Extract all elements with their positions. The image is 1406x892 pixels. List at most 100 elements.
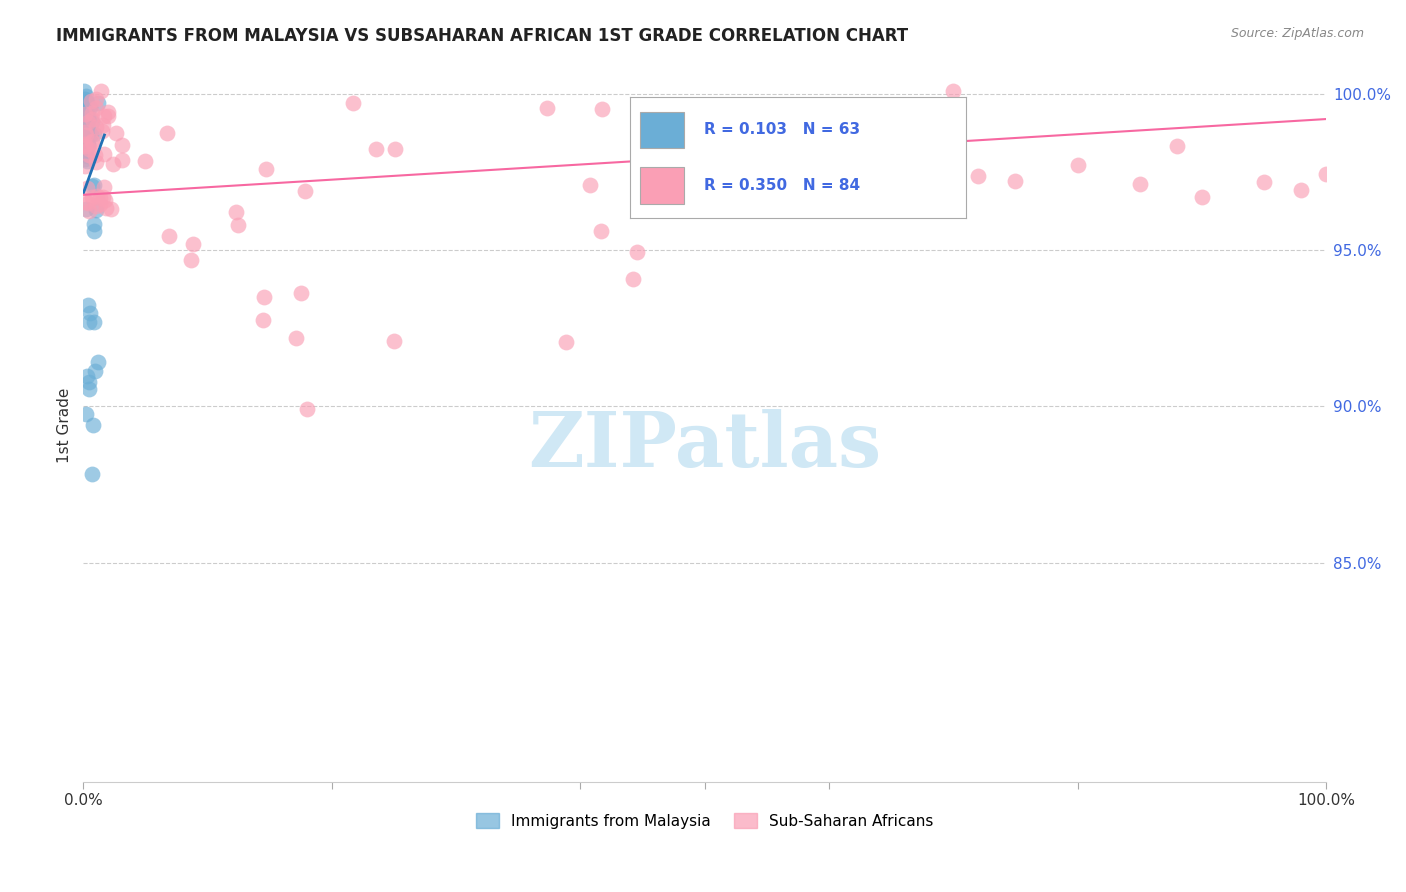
Point	[73, 152, 96, 166]
Point	[93, 109, 115, 123]
Point	[295, 402, 318, 417]
Point	[82, 135, 104, 149]
Point	[82, 106, 104, 120]
Point	[180, 253, 202, 268]
Point	[80, 136, 103, 150]
Point	[80, 190, 103, 204]
Point	[82, 178, 104, 193]
Point	[83, 178, 105, 192]
Point	[76, 154, 98, 169]
Legend: Immigrants from Malaysia, Sub-Saharan Africans: Immigrants from Malaysia, Sub-Saharan Af…	[470, 806, 939, 835]
Point	[1191, 190, 1213, 204]
Text: Source: ZipAtlas.com: Source: ZipAtlas.com	[1230, 27, 1364, 40]
Point	[284, 330, 307, 344]
Point	[83, 217, 105, 231]
Point	[1289, 183, 1312, 197]
Point	[84, 101, 107, 115]
Point	[73, 133, 96, 147]
Point	[254, 162, 277, 177]
Point	[75, 105, 97, 120]
Point	[84, 364, 107, 378]
Point	[1066, 158, 1088, 172]
Point	[91, 190, 114, 204]
Point	[80, 115, 103, 129]
Point	[73, 103, 96, 118]
Point	[382, 334, 405, 348]
Point	[967, 169, 990, 183]
Point	[225, 205, 247, 219]
Point	[73, 120, 96, 135]
Point	[579, 178, 602, 192]
Point	[77, 137, 100, 152]
Point	[156, 126, 179, 140]
Point	[73, 110, 96, 124]
Point	[75, 88, 97, 103]
Point	[76, 195, 98, 210]
Point	[75, 95, 97, 109]
Point	[75, 133, 97, 147]
Point	[342, 95, 364, 110]
Point	[83, 224, 105, 238]
Point	[80, 95, 103, 109]
Point	[252, 313, 274, 327]
Point	[73, 148, 96, 162]
Point	[77, 125, 100, 139]
Point	[80, 127, 103, 141]
Point	[228, 219, 250, 233]
Point	[84, 202, 107, 217]
Point	[77, 315, 100, 329]
Point	[384, 142, 406, 156]
Point	[75, 146, 97, 161]
Point	[84, 92, 107, 106]
Point	[97, 105, 120, 120]
Point	[80, 467, 103, 482]
Point	[880, 194, 903, 209]
Point	[73, 139, 96, 153]
Point	[73, 136, 96, 151]
Point	[75, 407, 97, 421]
Point	[626, 245, 648, 260]
Point	[84, 155, 107, 169]
Point	[75, 105, 97, 120]
Point	[76, 181, 98, 195]
Point	[73, 113, 96, 128]
Point	[75, 144, 97, 158]
Text: ZIPatlas: ZIPatlas	[529, 409, 882, 483]
Point	[1315, 167, 1337, 181]
Point	[97, 109, 120, 123]
Point	[253, 290, 276, 304]
Point	[84, 120, 107, 134]
Point	[79, 306, 101, 320]
Point	[73, 112, 96, 127]
Point	[94, 202, 117, 216]
Point	[536, 101, 558, 115]
Point	[104, 126, 127, 140]
Point	[79, 375, 101, 389]
Point	[73, 85, 96, 99]
Point	[86, 199, 108, 213]
Point	[76, 112, 98, 126]
Point	[103, 156, 125, 170]
Point	[83, 128, 105, 142]
Point	[591, 224, 613, 238]
Point	[181, 236, 204, 251]
Point	[134, 153, 156, 168]
Point	[73, 107, 96, 121]
Point	[290, 285, 312, 300]
Point	[77, 107, 100, 121]
Point	[73, 132, 96, 146]
Point	[90, 84, 112, 98]
Point	[76, 137, 98, 152]
Point	[76, 149, 98, 163]
Point	[77, 382, 100, 396]
Point	[111, 153, 134, 168]
Text: IMMIGRANTS FROM MALAYSIA VS SUBSAHARAN AFRICAN 1ST GRADE CORRELATION CHART: IMMIGRANTS FROM MALAYSIA VS SUBSAHARAN A…	[56, 27, 908, 45]
Point	[82, 417, 104, 432]
Point	[1166, 138, 1188, 153]
Point	[77, 112, 100, 126]
Point	[591, 102, 613, 116]
Point	[79, 100, 101, 114]
Point	[73, 125, 96, 139]
Point	[621, 271, 644, 285]
Point	[77, 204, 100, 219]
